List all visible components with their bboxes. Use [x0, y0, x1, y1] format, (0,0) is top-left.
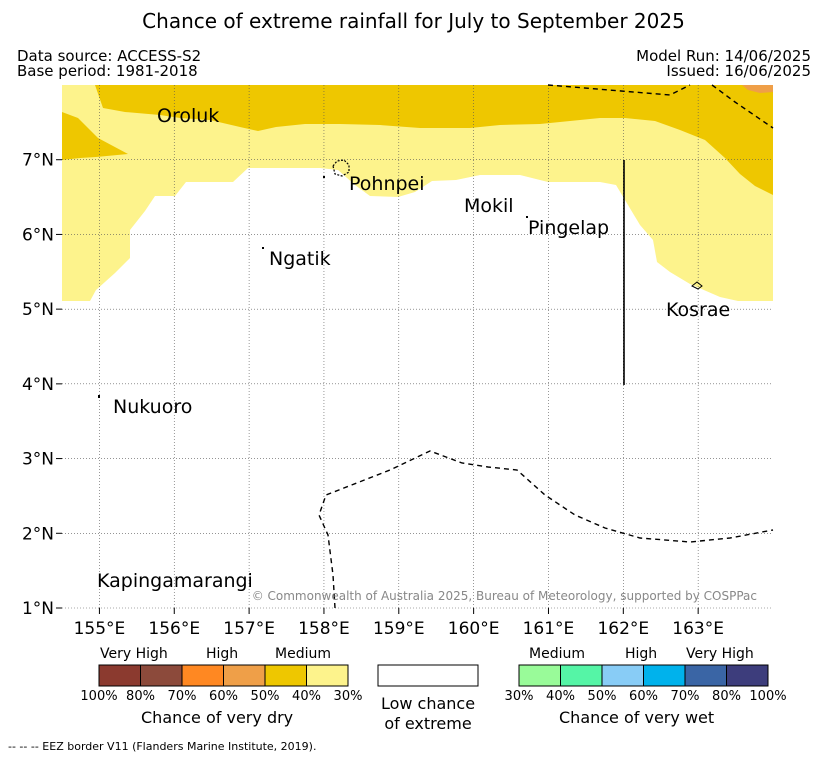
- y-tick-label: 3°N: [22, 450, 54, 470]
- x-tick-label: 155°E: [74, 619, 126, 639]
- mokil-atoll: [526, 216, 528, 218]
- legend-swatch: [643, 664, 686, 687]
- legend-swatch: [140, 664, 183, 687]
- place-label-oroluk: Oroluk: [157, 105, 219, 127]
- legend-tick-label: 30%: [504, 689, 534, 704]
- x-tick-label: 161°E: [523, 619, 575, 639]
- legend-swatch: [223, 664, 266, 687]
- x-tick-label: 160°E: [448, 619, 500, 639]
- high-dry-west: [62, 112, 128, 160]
- low-chance-swatch: [377, 664, 479, 687]
- y-tick-label: 2°N: [22, 524, 54, 544]
- low-chance-line2: of extreme: [384, 714, 472, 733]
- x-tick-label: 163°E: [672, 619, 724, 639]
- dry-cat-very-high: Very High: [100, 646, 168, 662]
- y-tick-label: 4°N: [22, 375, 54, 395]
- y-tick-label: 7°N: [22, 151, 54, 171]
- copyright-notice: © Commonwealth of Australia 2025, Bureau…: [252, 589, 757, 603]
- legend-swatch: [726, 664, 769, 687]
- high-dry-region: [95, 85, 773, 195]
- chart-title: Chance of extreme rainfall for July to S…: [142, 9, 685, 33]
- model-run: Model Run: 14/06/2025: [636, 47, 811, 65]
- y-tick-label: 5°N: [22, 300, 54, 320]
- eez-border: [318, 84, 774, 609]
- place-label-ngatik: Ngatik: [269, 248, 331, 270]
- wet-cat-high: High: [625, 646, 658, 662]
- legend-tick-label: 60%: [209, 689, 238, 704]
- dry-legend-bar: [98, 664, 349, 687]
- legend-swatch: [684, 664, 727, 687]
- place-label-pohnpei: Pohnpei: [349, 173, 425, 195]
- dry-cat-high: High: [206, 646, 239, 662]
- legend-tick-label: 40%: [546, 689, 575, 704]
- y-tick-label: 6°N: [22, 225, 54, 245]
- y-axis-ticks: 1°N 2°N 3°N 4°N 5°N 6°N 7°N: [22, 151, 62, 619]
- legend-tick-label: 40%: [292, 689, 321, 704]
- y-tick-label: 1°N: [22, 599, 54, 619]
- legend-swatch: [264, 664, 307, 687]
- place-label-kosrae: Kosrae: [666, 299, 730, 321]
- legend-tick-label: 50%: [587, 689, 617, 704]
- legend-tick-label: 100%: [80, 689, 118, 704]
- dry-cat-medium: Medium: [275, 646, 331, 662]
- legend-swatch: [601, 664, 644, 687]
- ant-atoll: [323, 176, 325, 178]
- x-axis-ticks: 155°E 156°E 157°E 158°E 159°E 160°E 161°E 162°E…: [74, 608, 724, 639]
- data-source: Data source: ACCESS-S2: [17, 47, 202, 65]
- legend-tick-label: 80%: [126, 689, 155, 704]
- wet-legend-title: Chance of very wet: [559, 708, 715, 727]
- legend-swatch: [98, 664, 141, 687]
- issued-date: Issued: 16/06/2025: [666, 62, 811, 80]
- legend-swatch: [181, 664, 224, 687]
- low-chance-line1: Low chance: [380, 694, 476, 713]
- ngatik-atoll: [262, 247, 264, 249]
- legend-swatch: [518, 664, 561, 687]
- x-tick-label: 158°E: [298, 619, 350, 639]
- x-tick-label: 157°E: [223, 619, 275, 639]
- x-tick-label: 162°E: [597, 619, 649, 639]
- orange-dry-region: [742, 85, 773, 93]
- place-label-pingelap: Pingelap: [528, 217, 609, 239]
- kosrae-island: [691, 281, 703, 290]
- place-label-nukuoro: Nukuoro: [113, 396, 192, 418]
- medium-dry-region: [62, 85, 773, 301]
- legend-swatch: [560, 664, 603, 687]
- x-tick-label: 159°E: [373, 619, 425, 639]
- legend-tick-label: 70%: [167, 689, 197, 704]
- place-label-kapingamarangi: Kapingamarangi: [97, 570, 253, 592]
- wet-legend-bar: [518, 664, 769, 687]
- legend-tick-label: 60%: [629, 689, 658, 704]
- nukuoro-atoll: [98, 395, 100, 398]
- legend-tick-label: 80%: [712, 689, 741, 704]
- legend-tick-label: 30%: [333, 689, 363, 704]
- pohnpei-island: [332, 159, 350, 177]
- place-label-mokil: Mokil: [464, 195, 514, 217]
- wet-cat-very-high: Very High: [686, 646, 754, 662]
- eez-footnote: -- -- -- EEZ border V11 (Flanders Marine…: [8, 740, 317, 753]
- legend-swatch: [306, 664, 349, 687]
- dry-legend-title: Chance of very dry: [141, 708, 294, 727]
- legend-tick-label: 100%: [749, 689, 787, 704]
- wet-cat-medium: Medium: [529, 646, 585, 662]
- base-period: Base period: 1981-2018: [17, 62, 198, 80]
- legend-tick-label: 50%: [250, 689, 280, 704]
- legend-tick-label: 70%: [670, 689, 700, 704]
- x-tick-label: 156°E: [148, 619, 200, 639]
